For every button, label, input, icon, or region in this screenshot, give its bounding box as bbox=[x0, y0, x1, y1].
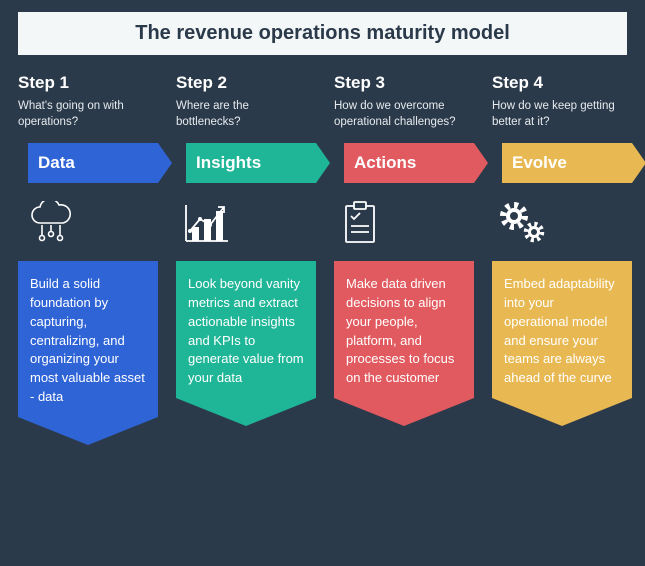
step-column-2: Step 2 Where are the bottlenecks? Insigh… bbox=[176, 73, 316, 445]
stage-label: Evolve bbox=[512, 153, 567, 173]
step-column-3: Step 3 How do we overcome operational ch… bbox=[334, 73, 474, 445]
cloud-icon bbox=[18, 195, 158, 251]
chevron-down-icon bbox=[176, 398, 316, 426]
stage-label: Actions bbox=[354, 153, 416, 173]
stage-arrow-evolve: Evolve bbox=[492, 143, 632, 183]
stage-label: Data bbox=[38, 153, 75, 173]
stage-label: Insights bbox=[196, 153, 261, 173]
step-column-4: Step 4 How do we keep getting better at … bbox=[492, 73, 632, 445]
step-column-1: Step 1 What's going on with operations? … bbox=[18, 73, 158, 445]
step-description: Look beyond vanity metrics and extract a… bbox=[176, 261, 316, 398]
step-description: Make data driven decisions to align your… bbox=[334, 261, 474, 398]
chevron-down-icon bbox=[18, 417, 158, 445]
gears-icon bbox=[492, 195, 632, 251]
stage-arrow-data: Data bbox=[18, 143, 158, 183]
step-question: How do we keep getting better at it? bbox=[492, 99, 632, 133]
step-description: Build a solid foundation by capturing, c… bbox=[18, 261, 158, 417]
chevron-down-icon bbox=[492, 398, 632, 426]
stage-arrow-actions: Actions bbox=[334, 143, 474, 183]
step-number: Step 4 bbox=[492, 73, 632, 93]
step-question: How do we overcome operational challenge… bbox=[334, 99, 474, 133]
step-description: Embed adaptability into your operational… bbox=[492, 261, 632, 398]
step-number: Step 2 bbox=[176, 73, 316, 93]
chart-icon bbox=[176, 195, 316, 251]
stage-arrow-insights: Insights bbox=[176, 143, 316, 183]
chevron-down-icon bbox=[334, 398, 474, 426]
page-title: The revenue operations maturity model bbox=[18, 12, 627, 55]
step-number: Step 3 bbox=[334, 73, 474, 93]
step-columns: Step 1 What's going on with operations? … bbox=[18, 73, 627, 445]
step-number: Step 1 bbox=[18, 73, 158, 93]
step-question: Where are the bottlenecks? bbox=[176, 99, 316, 133]
step-question: What's going on with operations? bbox=[18, 99, 158, 133]
checklist-icon bbox=[334, 195, 474, 251]
